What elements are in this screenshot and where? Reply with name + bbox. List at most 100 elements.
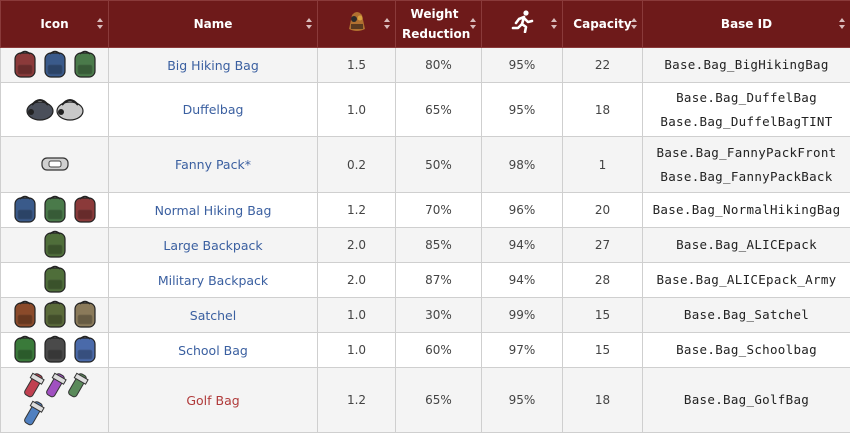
weight-reduction: 80% — [395, 47, 482, 83]
weight: 1.2 — [317, 367, 396, 433]
capacity: 15 — [562, 332, 643, 368]
item-name[interactable]: Duffelbag — [108, 82, 318, 137]
capacity: 1 — [562, 136, 643, 193]
base-id: Base.Bag_BigHikingBag — [664, 57, 829, 72]
icon-cell — [0, 332, 109, 368]
icon-cell — [0, 192, 109, 228]
weight-reduction: 70% — [395, 192, 482, 228]
item-name[interactable]: Large Backpack — [108, 227, 318, 263]
item-icon — [43, 265, 66, 293]
weight-header[interactable] — [317, 0, 396, 48]
table-row: Normal Hiking Bag 1.2 70% 96% 20 Base.Bag_Nor… — [0, 192, 850, 228]
base-id-cell: Base.Bag_FannyPackFront Base.Bag_FannyPac… — [642, 136, 850, 193]
base-id-cell: Base.Bag_ALICEpack — [642, 227, 850, 263]
weight-reduction: 65% — [395, 367, 482, 433]
base-id: Base.Bag_FannyPackFront — [656, 144, 837, 160]
weight-reduction: 50% — [395, 136, 482, 193]
header-row: Icon Name Weight Reduction Capacity Base… — [0, 0, 850, 48]
item-name[interactable]: Normal Hiking Bag — [108, 192, 318, 228]
table-row: Satchel 1.0 30% 99% 15 Base.Bag_Satchel — [0, 297, 850, 333]
speed-header[interactable] — [481, 0, 563, 48]
table-row: Fanny Pack* 0.2 50% 98% 1 Base.Bag_FannyPackF… — [0, 136, 850, 193]
weight-reduction: 30% — [395, 297, 482, 333]
item-name[interactable]: Golf Bag — [108, 367, 318, 433]
base-id-cell: Base.Bag_NormalHikingBag — [642, 192, 850, 228]
capacity: 22 — [562, 47, 643, 83]
base-id-cell: Base.Bag_BigHikingBag — [642, 47, 850, 83]
icon-cell — [0, 47, 109, 83]
header-text: Name — [193, 17, 233, 31]
icon-cell — [0, 82, 109, 137]
weight-reduction-header[interactable]: Weight Reduction — [395, 0, 482, 48]
speed: 96% — [481, 192, 563, 228]
capacity-header[interactable]: Capacity — [562, 0, 643, 48]
base-id: Base.Bag_FannyPackBack — [660, 168, 833, 184]
base-id-cell: Base.Bag_ALICEpack_Army — [642, 262, 850, 298]
name-header[interactable]: Name — [108, 0, 318, 48]
item-icon — [43, 230, 66, 258]
header-text: Base ID — [720, 17, 773, 31]
speed: 94% — [481, 227, 563, 263]
capacity: 18 — [562, 82, 643, 137]
speed: 98% — [481, 136, 563, 193]
speed: 95% — [481, 367, 563, 433]
weight-reduction: 65% — [395, 82, 482, 137]
item-icon — [13, 50, 96, 78]
base-id-header[interactable]: Base ID — [642, 0, 850, 48]
weight-reduction: 87% — [395, 262, 482, 298]
icon-cell — [0, 262, 109, 298]
capacity: 27 — [562, 227, 643, 263]
icon-cell — [0, 136, 109, 193]
capacity: 15 — [562, 297, 643, 333]
item-icon — [13, 335, 96, 363]
weight: 1.0 — [317, 297, 396, 333]
item-name[interactable]: Military Backpack — [108, 262, 318, 298]
weight: 2.0 — [317, 262, 396, 298]
header-text: Icon — [40, 17, 69, 31]
item-name[interactable]: School Bag — [108, 332, 318, 368]
base-id: Base.Bag_Schoolbag — [676, 342, 817, 357]
table-body: Big Hiking Bag 1.5 80% 95% 22 Base.Bag_BigHik… — [0, 47, 850, 433]
speed: 99% — [481, 297, 563, 333]
base-id: Base.Bag_ALICEpack_Army — [656, 272, 837, 287]
base-id: Base.Bag_GolfBag — [683, 392, 810, 407]
weight-reduction: 85% — [395, 227, 482, 263]
icon-header[interactable]: Icon — [0, 0, 109, 48]
capacity: 28 — [562, 262, 643, 298]
speed: 95% — [481, 47, 563, 83]
item-icon — [13, 195, 96, 223]
table-row: Big Hiking Bag 1.5 80% 95% 22 Base.Bag_BigHik… — [0, 47, 850, 83]
base-id: Base.Bag_NormalHikingBag — [652, 202, 841, 217]
icon-cell — [0, 227, 109, 263]
base-id-cell: Base.Bag_GolfBag — [642, 367, 850, 433]
speed: 95% — [481, 82, 563, 137]
icon-cell — [0, 297, 109, 333]
item-icon — [23, 372, 89, 425]
base-id: Base.Bag_Satchel — [683, 307, 810, 322]
header-text: Weight Reduction — [402, 7, 471, 41]
weight: 0.2 — [317, 136, 396, 193]
speed: 94% — [481, 262, 563, 298]
capacity: 18 — [562, 367, 643, 433]
item-name[interactable]: Satchel — [108, 297, 318, 333]
weight: 1.2 — [317, 192, 396, 228]
item-name[interactable]: Big Hiking Bag — [108, 47, 318, 83]
table-row: Golf Bag 1.2 65% 95% 18 Base.Bag_GolfBag — [0, 367, 850, 433]
base-id: Base.Bag_ALICEpack — [676, 237, 817, 252]
item-icon — [40, 157, 69, 171]
weight: 2.0 — [317, 227, 396, 263]
header-text: Capacity — [573, 17, 632, 31]
item-name[interactable]: Fanny Pack* — [108, 136, 318, 193]
weight: 1.5 — [317, 47, 396, 83]
base-id: Base.Bag_DuffelBagTINT — [660, 113, 833, 129]
weight: 1.0 — [317, 332, 396, 368]
weight-icon — [348, 12, 365, 31]
base-id: Base.Bag_DuffelBag — [676, 89, 817, 105]
icon-cell — [0, 367, 109, 433]
weight: 1.0 — [317, 82, 396, 137]
weight-reduction: 60% — [395, 332, 482, 368]
item-icon — [13, 300, 96, 328]
capacity: 20 — [562, 192, 643, 228]
